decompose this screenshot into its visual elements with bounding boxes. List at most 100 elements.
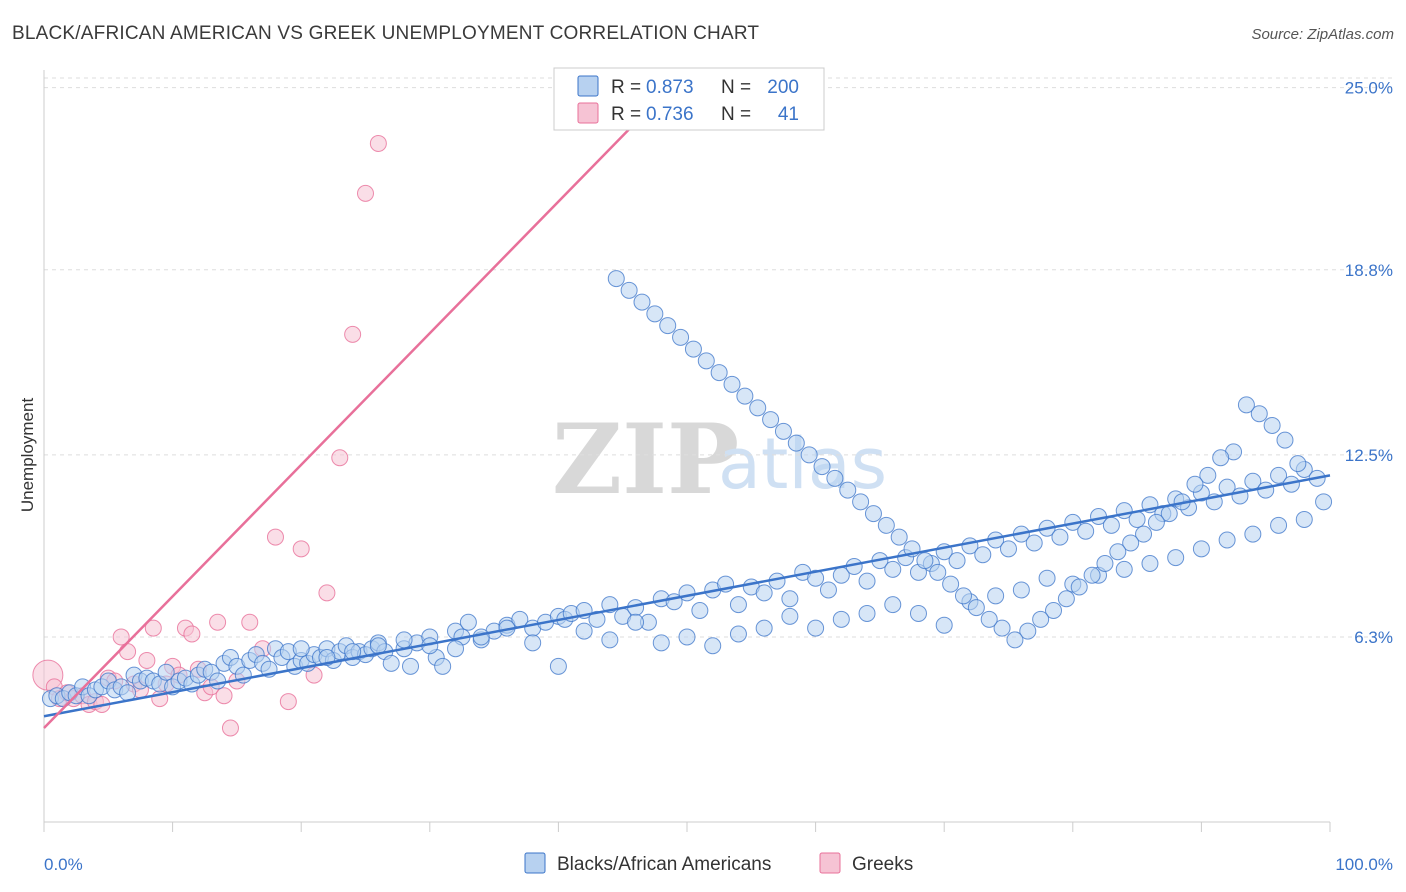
blacks-point [1096,555,1114,572]
greeks-point [344,325,362,343]
blacks-point [1051,528,1069,546]
blacks-point [1019,622,1037,640]
blacks-point [1199,466,1217,484]
blacks-point [652,634,670,652]
blacks-point [884,596,902,614]
blacks-point [884,560,902,578]
blacks-point [1025,534,1043,552]
greeks-point [331,449,349,467]
gridlines [44,77,1393,638]
greeks-point [318,584,336,602]
greeks-point [292,540,310,558]
greeks-point [138,651,156,669]
blacks-point [1186,475,1204,493]
greeks-point [119,643,137,661]
legend-r-label-blue: R = [611,77,641,98]
blacks-point [659,317,677,335]
greeks-point [369,134,387,152]
blacks-point [774,422,792,440]
blacks-point [807,619,825,637]
blacks-point [1212,449,1230,467]
blacks-point [434,657,452,675]
legend-swatch-blue [577,75,599,97]
blacks-point [607,270,625,288]
blacks-point [672,328,690,346]
blacks-point [729,625,747,643]
blacks-point [1135,525,1153,543]
blacks-point [1250,405,1268,423]
legend-n-label-blue: N = [721,77,751,98]
blacks-point [1102,516,1120,534]
blacks-point [929,563,947,581]
bottom-legend-swatch-pink [819,852,841,874]
watermark-zip: ZIP [552,403,739,516]
blacks-point [646,305,664,323]
blacks-point [1045,602,1063,619]
blacks-point [987,587,1005,605]
legend-n-label-pink: N = [721,104,751,125]
blacks-point [852,493,870,511]
blacks-point [620,281,638,299]
blacks-point [1032,610,1050,628]
blacks-point [1109,543,1127,561]
blacks-point [729,596,747,614]
greeks-point [279,693,297,711]
blacks-point [209,672,227,690]
blacks-point [524,634,542,652]
blacks-point [980,610,998,628]
blacks-point [382,654,400,672]
greeks-point [357,184,374,202]
blacks-point [864,505,882,523]
blacks-point [877,516,895,534]
blacks-point [942,575,960,593]
y-tick-label-3: 25.0% [1345,79,1393,98]
blacks-point [1295,510,1313,528]
blacks-point [993,619,1011,637]
blacks-point [601,631,619,649]
blacks-point [633,293,651,311]
blacks-point [691,602,709,619]
blacks-point [813,458,831,476]
greeks-point [221,719,239,737]
blacks-point [588,610,606,628]
blacks-point [723,375,741,393]
blacks-point [1000,540,1017,558]
greeks-point [266,528,284,546]
greeks-trend-line [43,69,688,729]
chart-title: BLACK/AFRICAN AMERICAN VS GREEK UNEMPLOY… [12,23,759,44]
legend-n-value-blue: 200 [767,77,799,98]
blacks-point [678,584,696,602]
blacks-point [1012,581,1030,599]
blacks-point [678,628,696,646]
blacks-point [1006,631,1024,649]
blacks-point [858,572,876,590]
blacks-point [839,481,857,499]
y-tick-labels: 6.3% 12.5% 18.8% 25.0% [1345,79,1393,647]
blacks-point [1218,531,1236,549]
blacks-point [781,607,799,625]
blacks-point [819,581,837,599]
x-tick-label-min: 0.0% [44,855,83,874]
blacks-point [1147,513,1165,531]
blacks-point [1237,396,1255,414]
legend-r-value-blue: 0.873 [646,77,694,98]
greeks-point [209,613,227,631]
y-tick-label-2: 18.8% [1345,261,1393,280]
blacks-point [1141,555,1159,572]
blacks-point [1257,481,1275,499]
y-tick-label-1: 12.5% [1345,446,1393,465]
greeks-point [183,625,201,643]
greeks-point [215,687,233,705]
blacks-point [1263,416,1281,434]
blacks-point [627,613,645,631]
blacks-point [749,399,767,417]
blacks-point [710,364,728,382]
blacks-point [1244,525,1262,543]
blacks-point [402,657,420,675]
legend-swatch-pink [577,102,599,124]
correlation-legend: R = 0.873 N = 200 R = 0.736 N = 41 [553,67,825,131]
blacks-point [157,663,175,681]
blacks-point [1276,431,1294,449]
blacks-point [1167,549,1185,567]
